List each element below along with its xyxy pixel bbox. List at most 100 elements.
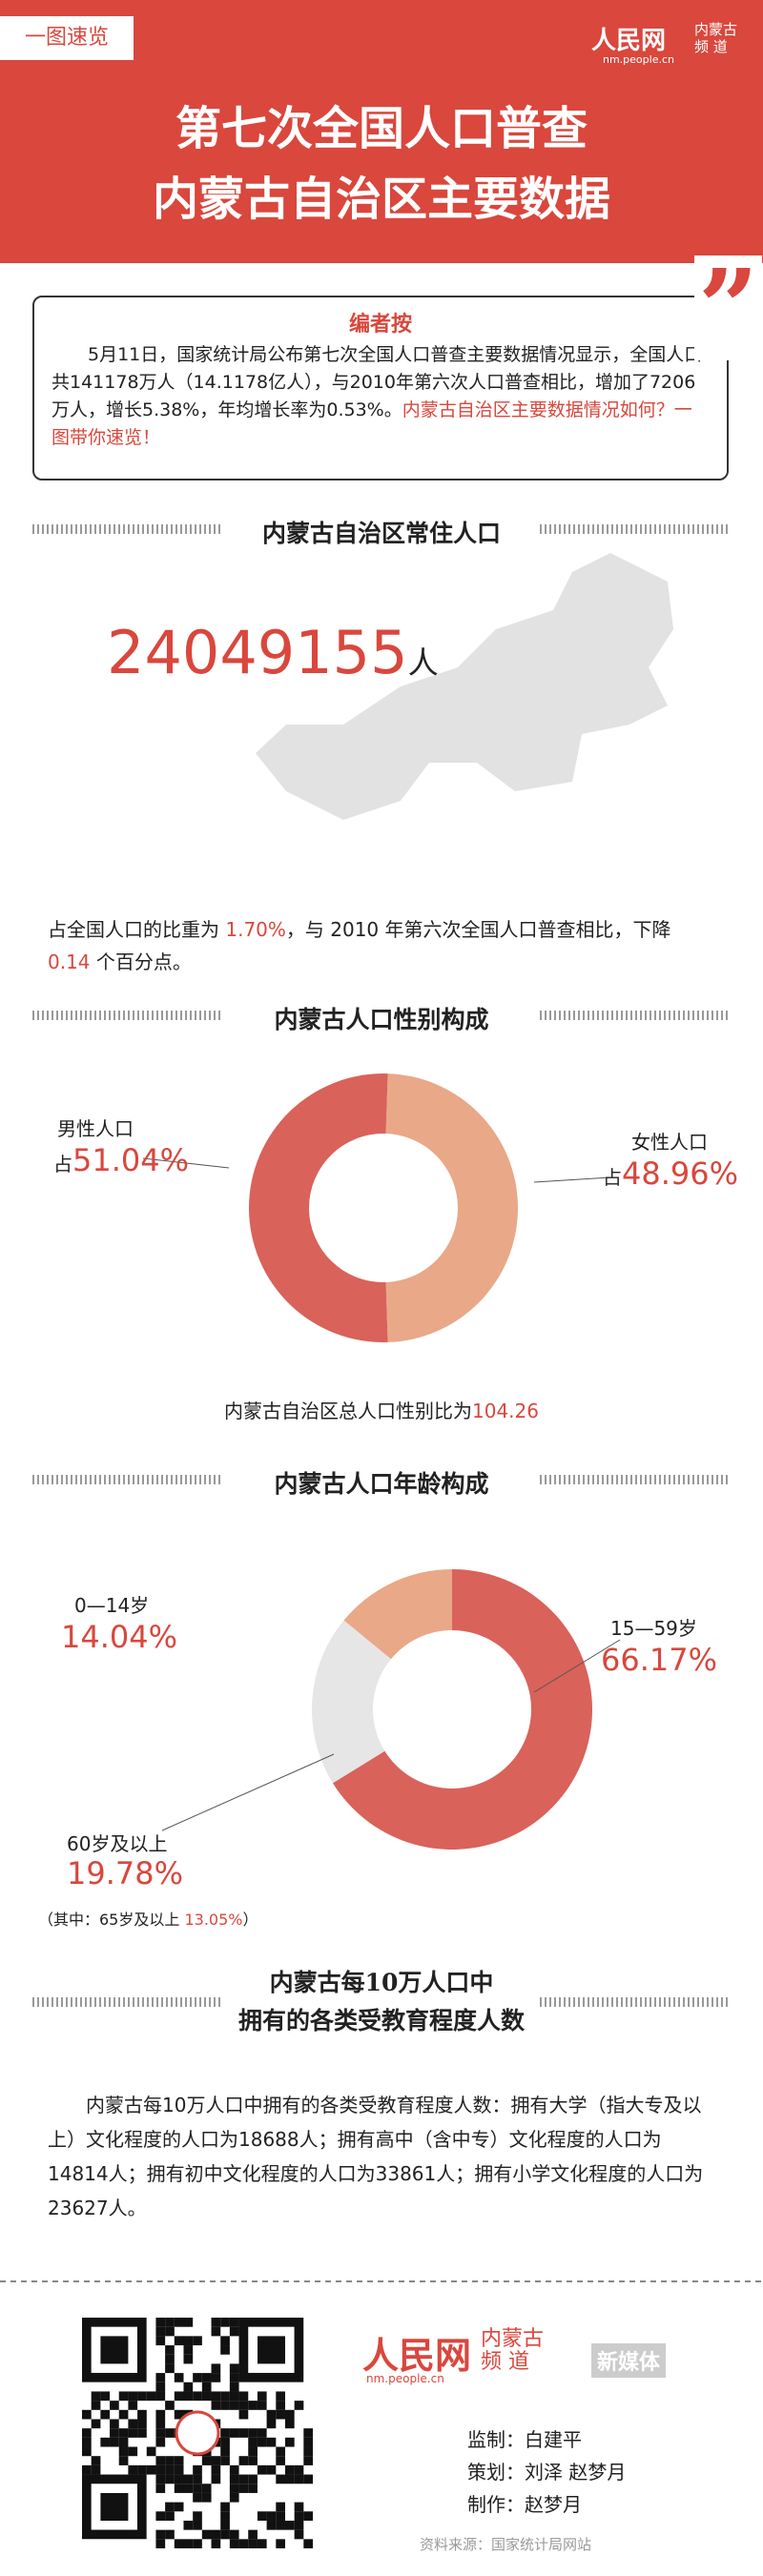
divider [32,1997,223,2007]
qr-module [276,2401,285,2410]
qr-module [201,2484,212,2493]
qr-module [82,2464,92,2475]
gender-label: 男性人口 [57,1117,134,1140]
divider [32,1475,223,1484]
qr-module [229,2318,239,2327]
qr-module [137,2391,147,2402]
population-unit: 人 [407,644,439,681]
qr-module [238,2456,249,2465]
qr-module [128,2446,138,2457]
qr-module [165,2511,175,2521]
qr-module [193,2492,202,2503]
qr-module [294,2474,304,2484]
footer-url: nm.people.cn [366,2372,444,2385]
qr-module [229,2464,239,2475]
qr-module [174,2484,184,2493]
qr-module [257,2511,267,2521]
leader [142,1157,230,1169]
qr-module [238,2391,249,2402]
note-part: 0.14 [48,951,91,973]
divider [32,1011,223,1020]
qr-module [229,2382,239,2392]
qr-module [229,2539,239,2548]
qr-module [211,2391,221,2402]
note-part: 占全国人口的比重为 [48,918,226,941]
qr-module [137,2428,147,2438]
qr-module [220,2336,230,2346]
qr-module [294,2511,304,2521]
divider [540,1997,731,2007]
qr-module [266,2409,277,2420]
population-note: 占全国人口的比重为 1.70%，与 2010 年第六次全国人口普查相比，下降 0… [48,913,715,978]
qr-module [155,2391,166,2402]
qr-code [82,2318,313,2548]
qr-module [110,2428,119,2438]
qr-module [201,2492,212,2503]
qr-module [276,2539,285,2548]
side-line: 内蒙古 [481,2327,545,2351]
qr-module [201,2382,212,2392]
qr-module [155,2336,166,2346]
section-heading: 内蒙古人口性别构成 [274,1006,489,1033]
qr-module [266,2464,277,2475]
qr-module [248,2437,258,2447]
qr-module [220,2401,230,2410]
ratio: 内蒙古自治区总人口性别比为104.26 [0,1396,763,1423]
qr-module [276,2511,285,2521]
qr-module [128,2401,138,2410]
qr-module [211,2456,221,2465]
heading-line: 拥有的各类受教育程度人数 [237,2007,525,2034]
qr-module [165,2354,175,2364]
qr-module [155,2474,166,2484]
qr-module [220,2446,230,2457]
note-part: 13.05% [184,1911,243,1929]
qr-module [276,2456,285,2465]
logo-side-line: 频 道 [694,38,728,55]
footer-tag: 新媒体 [591,2343,667,2378]
qr-module [174,2336,184,2346]
qr-module [248,2529,258,2540]
qr-module [165,2502,175,2512]
qr-module [165,2456,175,2465]
qr-module [118,2437,129,2447]
qr-module [257,2401,267,2410]
qr-module [193,2373,202,2382]
qr-module [284,2464,295,2475]
qr-module [201,2456,212,2465]
qr-module [238,2474,249,2484]
qr-module [229,2474,239,2484]
qr-module [155,2409,166,2420]
map-shape [256,553,673,820]
qr-module [211,2318,221,2327]
qr-module [276,2446,285,2457]
qr-module [211,2474,221,2484]
gender-label: 女性人口 [631,1131,708,1154]
note-text: 5月11日，国家统计局公布第七次全国人口普查主要数据情况显示，全国人口共1411… [52,341,710,452]
age-value: 19.78% [67,1855,184,1891]
qr-module [128,2464,138,2475]
map [256,553,673,820]
age-donut [161,1569,621,1850]
qr-module [248,2484,258,2493]
qr-module [211,2326,221,2337]
qr-module [155,2428,166,2438]
gender-value: 占51.04% [53,1142,189,1178]
qr-module [91,2464,101,2475]
qr-finder-core [258,2336,285,2364]
donut-segment [312,1620,391,1784]
qr-module [248,2456,258,2465]
qr-module [201,2391,212,2402]
qr-module [165,2363,175,2374]
qr-module [248,2401,258,2410]
qr-module [174,2409,184,2420]
qr-module [248,2539,258,2548]
leader [533,1639,621,1693]
qr-finder-core [100,2336,129,2364]
qr-module [128,2428,138,2438]
qr-module [248,2428,258,2438]
donut-segment [333,1569,592,1850]
qr-module [155,2511,166,2521]
value-label: 51.04% [72,1142,190,1178]
gender-donut [142,1073,611,1342]
qr-module [82,2437,92,2447]
